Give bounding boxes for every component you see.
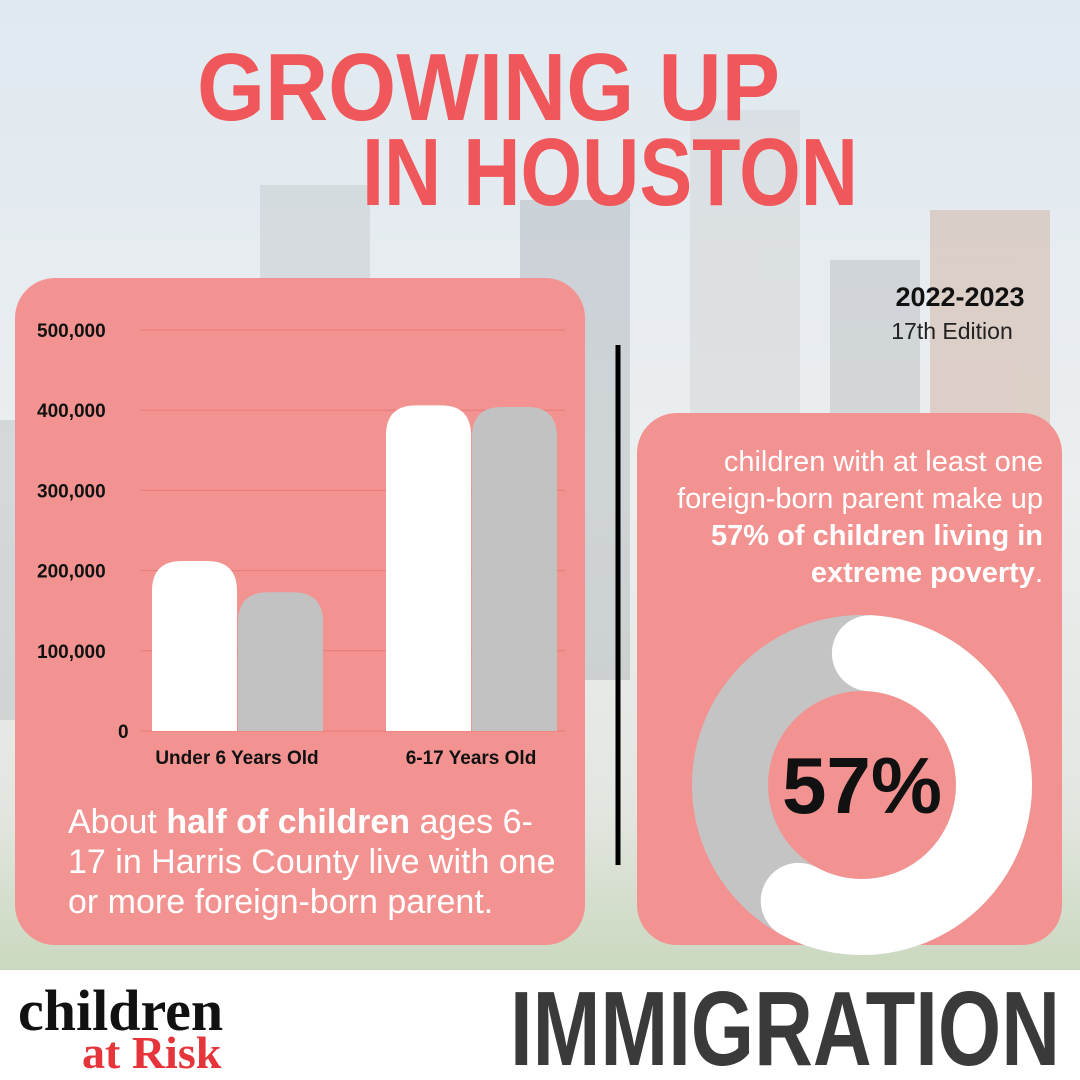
donut-arc xyxy=(760,615,1032,955)
donut-label: 57% xyxy=(782,741,942,830)
topic: IMMIGRATION xyxy=(510,970,1060,1080)
title-line: IN HOUSTON xyxy=(362,119,858,226)
title-line: GROWING UP xyxy=(197,34,780,141)
y-tick-label: 100,000 xyxy=(37,642,106,663)
x-tick-label: 6-17 Years Old xyxy=(406,748,537,769)
bar xyxy=(472,406,557,731)
note-emphasis: 57% of children living in extreme povert… xyxy=(711,520,1043,589)
years: 2022-2023 xyxy=(895,282,1024,312)
bar xyxy=(386,405,471,731)
note-text: ages 6-17 in Harris County live with one… xyxy=(68,803,556,921)
y-tick-label: 200,000 xyxy=(37,562,106,583)
x-tick-label: Under 6 Years Old xyxy=(155,748,318,769)
footer-bar xyxy=(0,970,1080,1080)
bar xyxy=(238,592,323,731)
note-emphasis: half of children xyxy=(166,803,410,841)
logo-line: children xyxy=(18,978,223,1043)
logo-line: at Risk xyxy=(82,1027,222,1078)
y-tick-label: 500,000 xyxy=(37,321,106,342)
note-text: children with at least one foreign-born … xyxy=(677,446,1043,515)
y-tick-label: 400,000 xyxy=(37,401,106,422)
bar xyxy=(152,560,237,731)
y-tick-label: 300,000 xyxy=(37,481,106,502)
y-tick-label: 0 xyxy=(118,722,129,743)
note-text: . xyxy=(1034,557,1043,589)
right-note: children with at least one foreign-born … xyxy=(668,444,1043,592)
edition: 17th Edition xyxy=(891,318,1012,344)
note-text: About xyxy=(68,803,167,841)
left-note: About half of children ages 6-17 in Harr… xyxy=(68,802,568,922)
